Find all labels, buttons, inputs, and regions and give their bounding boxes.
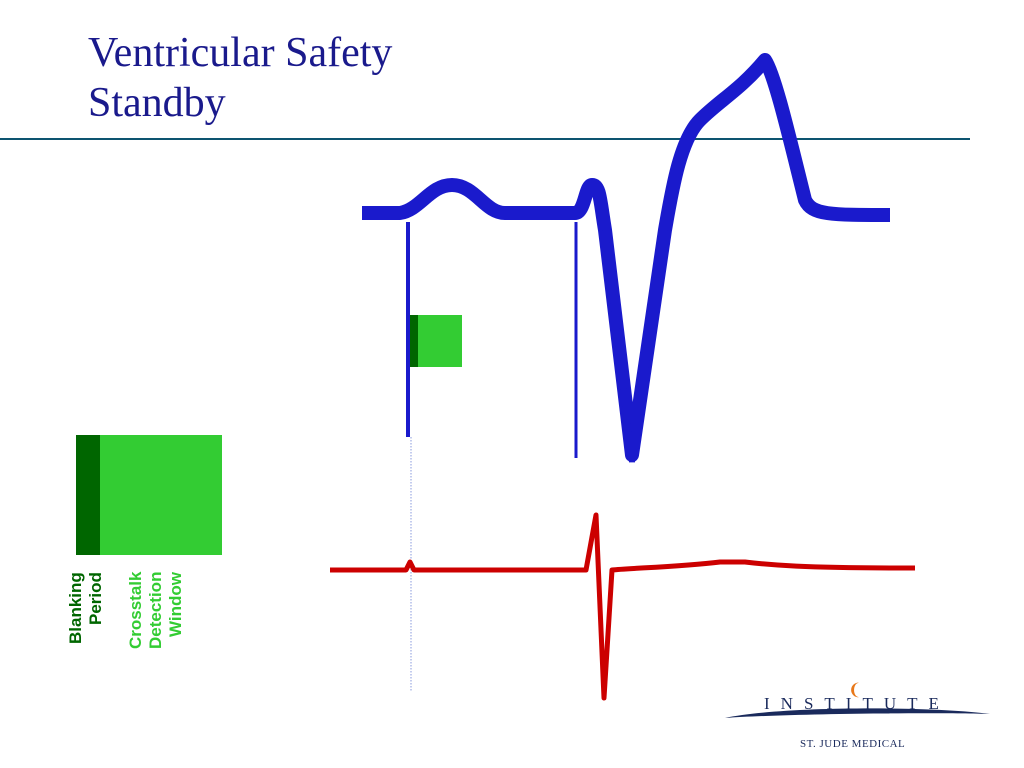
crosstalk-label-line2: Detection <box>146 572 165 650</box>
logo-swoosh <box>725 708 990 718</box>
crosstalk-window-small <box>418 315 462 367</box>
logo-wordmark: INSTITUTE <box>764 694 950 713</box>
crosstalk-label-line1: Crosstalk <box>126 572 145 650</box>
blanking-period-label: Blanking Period <box>66 572 106 664</box>
blanking-label-line2: Period <box>86 572 105 625</box>
institute-logo: ❨ INSTITUTE ST. JUDE MEDICAL <box>720 680 1000 760</box>
blanking-period-small <box>410 315 418 367</box>
blanking-period-swatch <box>76 435 100 555</box>
slide-title-line2: Standby <box>88 80 226 126</box>
slide-title-line1: Ventricular Safety <box>88 30 393 76</box>
flame-icon: ❨ <box>848 680 862 699</box>
egm-trace <box>330 512 916 701</box>
crosstalk-window-swatch <box>100 435 222 555</box>
blanking-label-line1: Blanking <box>66 572 85 644</box>
slide-title: Ventricular Safety Standby <box>88 28 392 128</box>
crosstalk-window-label: Crosstalk Detection Window <box>126 572 186 664</box>
crosstalk-label-line3: Window <box>166 572 185 637</box>
ecg-trace <box>362 53 891 462</box>
title-divider <box>0 138 970 140</box>
company-name: ST. JUDE MEDICAL <box>800 738 906 750</box>
ecg-qrs-spike <box>602 229 668 463</box>
